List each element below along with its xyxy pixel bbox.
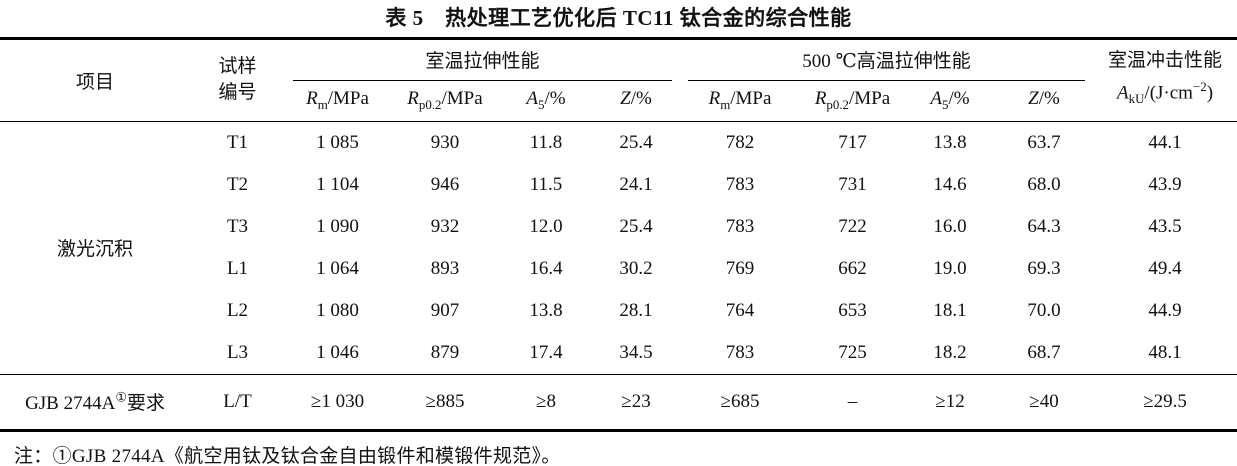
- table-cell: 769: [725, 257, 755, 279]
- properties-table: 项目 试样 编号 室温拉伸性能 500 ℃高温拉伸性能 室温冲击性能 AkU/(…: [0, 37, 1237, 432]
- table-cell: 14.6: [933, 173, 967, 195]
- col-header-rp02-room: Rp0.2/MPa: [390, 81, 500, 122]
- table-cell: 68.7: [1027, 341, 1061, 363]
- table-row: 激光沉积 T1 1 085 930 11.8 25.4 782 717 13.8…: [0, 121, 1237, 261]
- requirement-section: GJB 2744A①要求 L/T ≥1 030 ≥885 ≥8 ≥23 ≥685…: [0, 373, 1237, 430]
- table-cell: 68.0: [1027, 173, 1061, 195]
- col-header-rp02-high: Rp0.2/MPa: [800, 81, 906, 122]
- table-cell: ≥685: [680, 373, 801, 430]
- table-row: T2 1 104 946 11.5 24.1 783 731 14.6 68.0…: [0, 164, 1237, 206]
- table-cell: 16.4: [529, 257, 563, 279]
- table-cell: 879: [430, 341, 460, 363]
- table-cell: 1 080: [316, 299, 359, 321]
- table-cell: ≥29.5: [1093, 373, 1237, 430]
- sample-id: L3: [226, 341, 249, 363]
- table-cell: 43.9: [1148, 173, 1182, 195]
- table-cell: 717: [838, 131, 867, 153]
- table-cell: 782: [725, 131, 755, 153]
- sample-id: T3: [226, 215, 249, 237]
- table-cell: 1 064: [316, 257, 359, 279]
- table-footnote: 注：①GJB 2744A《航空用钛及钛合金自由锻件和模锻件规范》。: [14, 445, 561, 466]
- table-cell: 946: [430, 173, 460, 195]
- table-cell: 930: [430, 131, 460, 153]
- col-header-rm-room: Rm/MPa: [285, 81, 390, 122]
- table-cell: 722: [838, 215, 867, 237]
- table-cell: 19.0: [933, 257, 967, 279]
- col-header-z-room: Z/%: [592, 81, 681, 122]
- table-cell: 932: [430, 215, 460, 237]
- table-cell: ≥23: [592, 373, 681, 430]
- group-header-high-temp-tensile: 500 ℃高温拉伸性能: [680, 39, 1093, 81]
- table-row: L3 1 046 879 17.4 34.5 783 725 18.2 68.7…: [0, 332, 1237, 375]
- table-header: 项目 试样 编号 室温拉伸性能 500 ℃高温拉伸性能 室温冲击性能 AkU/(…: [0, 38, 1237, 122]
- requirement-row: GJB 2744A①要求 L/T ≥1 030 ≥885 ≥8 ≥23 ≥685…: [0, 373, 1237, 430]
- table-cell: 17.4: [529, 341, 563, 363]
- table-cell: ≥1 030: [285, 373, 390, 430]
- group-header-room-tensile: 室温拉伸性能: [285, 39, 680, 81]
- table-cell: 48.1: [1148, 341, 1182, 363]
- table-cell: 11.8: [529, 131, 563, 153]
- table-cell: 783: [725, 173, 755, 195]
- table-cell: 731: [838, 173, 867, 195]
- table-cell: ≥8: [500, 373, 592, 430]
- table-cell: 1 104: [316, 173, 359, 195]
- table-cell: 30.2: [619, 257, 653, 279]
- table-cell: 25.4: [619, 131, 653, 153]
- col-header-z-high: Z/%: [995, 81, 1094, 122]
- sample-id: L2: [226, 299, 249, 321]
- col-header-impact: 室温冲击性能 AkU/(J·cm−2): [1093, 38, 1237, 122]
- table-cell: 907: [430, 299, 460, 321]
- item-label: 激光沉积: [56, 239, 133, 260]
- table-cell: 11.5: [529, 173, 563, 195]
- table-cell: 69.3: [1027, 257, 1061, 279]
- col-header-rm-high: Rm/MPa: [680, 81, 801, 122]
- table-cell: 64.3: [1027, 215, 1061, 237]
- table-row: T3 1 090 932 12.0 25.4 783 722 16.0 64.3…: [0, 206, 1237, 248]
- table-row: L2 1 080 907 13.8 28.1 764 653 18.1 70.0…: [0, 290, 1237, 332]
- table-cell: 783: [725, 341, 755, 363]
- table-cell: 63.7: [1027, 131, 1061, 153]
- sample-id: T2: [226, 173, 249, 195]
- sample-id: T1: [226, 131, 249, 153]
- table-cell: 34.5: [619, 341, 653, 363]
- table-cell: ≥885: [390, 373, 500, 430]
- table-cell: 16.0: [933, 215, 967, 237]
- table-cell: ≥40: [995, 373, 1094, 430]
- table-cell: 893: [430, 257, 460, 279]
- table-cell: 43.5: [1148, 215, 1182, 237]
- table-row: L1 1 064 893 16.4 30.2 769 662 19.0 69.3…: [0, 248, 1237, 290]
- table-caption: 表 5 热处理工艺优化后 TC11 钛合金的综合性能: [385, 6, 852, 30]
- table-cell: 1 090: [316, 215, 359, 237]
- table-cell: 12.0: [529, 215, 563, 237]
- table-body: 激光沉积 T1 1 085 930 11.8 25.4 782 717 13.8…: [0, 121, 1237, 374]
- table-cell: 25.4: [619, 215, 653, 237]
- table-cell: 49.4: [1148, 257, 1182, 279]
- requirement-label: GJB 2744A①要求: [0, 373, 190, 430]
- table-cell: 44.9: [1148, 299, 1182, 321]
- sample-id: L1: [226, 257, 249, 279]
- table-cell: ≥12: [905, 373, 996, 430]
- table-cell: 28.1: [619, 299, 653, 321]
- table-cell: 662: [838, 257, 867, 279]
- table-cell: 783: [725, 215, 755, 237]
- table-cell: 764: [725, 299, 755, 321]
- table-cell: 13.8: [933, 131, 967, 153]
- table-cell: 1 046: [316, 341, 359, 363]
- col-header-item: 项目: [0, 38, 190, 122]
- table-cell: 18.1: [933, 299, 967, 321]
- table-cell: –: [800, 373, 906, 430]
- table-cell: 18.2: [933, 341, 967, 363]
- table-cell: 70.0: [1027, 299, 1061, 321]
- table-cell: 44.1: [1148, 131, 1182, 153]
- col-header-a5-high: A5/%: [905, 81, 996, 122]
- table-cell: 653: [838, 299, 867, 321]
- col-header-sample-id: 试样 编号: [190, 38, 285, 122]
- table-cell: 24.1: [619, 173, 653, 195]
- table-cell: 13.8: [529, 299, 563, 321]
- table-cell: 1 085: [316, 131, 359, 153]
- sample-id: L/T: [190, 373, 285, 430]
- table-cell: 725: [838, 341, 867, 363]
- col-header-a5-room: A5/%: [500, 81, 592, 122]
